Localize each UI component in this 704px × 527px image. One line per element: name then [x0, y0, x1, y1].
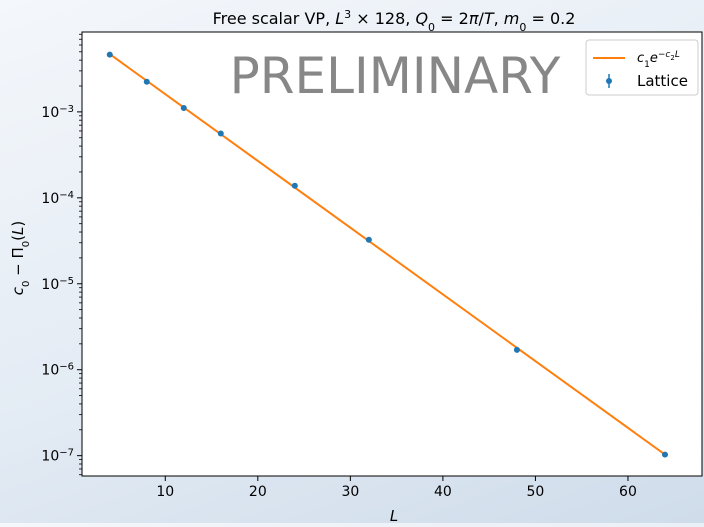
y-tick-label: 10−7	[41, 447, 74, 465]
marks-layer	[106, 51, 668, 458]
lattice-point	[143, 78, 150, 85]
x-tick-label: 30	[341, 484, 359, 500]
fit-line	[109, 53, 666, 456]
y-tick-label: 10−5	[41, 275, 74, 293]
legend: c1e−c2L Lattice	[585, 39, 699, 96]
x-tick-label: 60	[619, 484, 637, 500]
lattice-point	[291, 182, 298, 189]
legend-swatch-lattice	[606, 74, 612, 88]
lattice-point	[106, 51, 113, 58]
y-axis: 10−7 10−6 10−5 10−4 10−3	[41, 33, 82, 476]
x-tick-label: 50	[527, 484, 545, 500]
x-axis-label: L	[390, 507, 398, 523]
title-text: Free scalar VP,	[213, 9, 336, 28]
chart-title: Free scalar VP, L3 × 128, Q0 = 2π/T, m0 …	[213, 8, 576, 34]
x-tick-label: 20	[249, 484, 267, 500]
lattice-point	[661, 451, 668, 458]
y-tick-label: 10−3	[41, 103, 74, 121]
lattice-point	[365, 236, 372, 243]
x-axis: 10 20 30 40 50 60	[156, 476, 637, 500]
y-tick-label: 10−6	[41, 361, 74, 379]
plot-frame	[81, 31, 703, 477]
y-tick-label: 10−4	[41, 189, 74, 207]
lattice-point	[217, 130, 224, 137]
x-tick-label: 40	[434, 484, 452, 500]
lattice-point	[180, 104, 187, 111]
lattice-point	[513, 346, 520, 353]
legend-label-fit: c1e−c2L	[637, 50, 680, 70]
legend-label-lattice: Lattice	[637, 72, 688, 90]
y-axis-label: c0 − Π0(L)	[9, 221, 32, 295]
preliminary-watermark: PRELIMINARY	[230, 47, 561, 105]
x-tick-label: 10	[156, 484, 174, 500]
legend-box	[585, 39, 699, 96]
